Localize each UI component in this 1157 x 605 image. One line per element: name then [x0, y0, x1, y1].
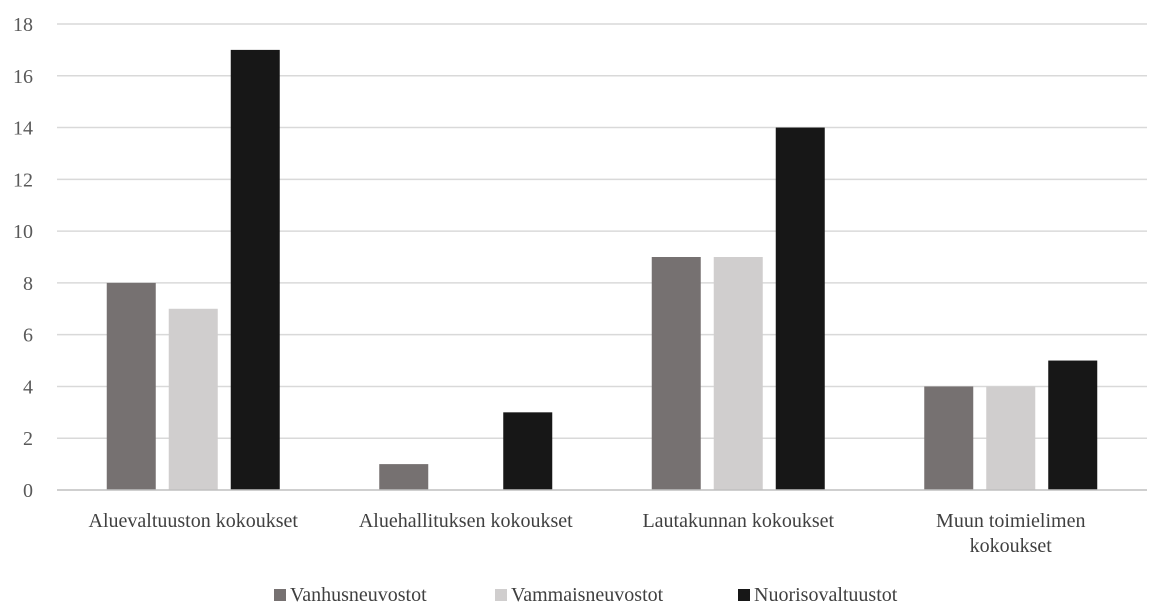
- category-label: kokoukset: [970, 535, 1053, 557]
- category-label: Lautakunnan kokoukset: [642, 510, 834, 532]
- y-tick-label: 6: [23, 325, 33, 347]
- bar-nuorisovaltuustot-0: [230, 49, 280, 491]
- category-label: Muun toimielimen: [936, 510, 1085, 532]
- bar-vammaisneuvostot-3: [986, 386, 1036, 490]
- legend-swatch: [495, 589, 507, 601]
- y-tick-label: 18: [13, 14, 33, 36]
- y-axis-ticks: 0 2 4 6 8 10 12 14 16 18: [13, 14, 33, 502]
- legend-swatch: [274, 589, 286, 601]
- y-tick-label: 12: [13, 169, 33, 191]
- category-label: Aluevaltuuston kokoukset: [89, 510, 299, 532]
- y-tick-label: 0: [23, 480, 33, 502]
- y-tick-label: 4: [23, 376, 33, 398]
- y-tick-label: 14: [13, 118, 33, 140]
- bar-vammaisneuvostot-0: [168, 308, 218, 490]
- x-axis-categories: Aluevaltuuston kokoukset Aluehallituksen …: [89, 510, 1086, 557]
- y-tick-label: 8: [23, 273, 33, 295]
- y-tick-label: 2: [23, 428, 33, 450]
- y-tick-label: 10: [13, 221, 33, 243]
- category-label: Aluehallituksen kokoukset: [359, 510, 573, 532]
- legend-label: Vanhusneuvostot: [290, 584, 427, 605]
- legend-label: Vammaisneuvostot: [511, 584, 664, 605]
- bars: [106, 49, 1098, 491]
- gridlines: [57, 23, 1147, 439]
- bar-nuorisovaltuustot-1: [503, 412, 553, 490]
- bar-vanhusneuvostot-0: [106, 282, 156, 490]
- legend-swatch: [738, 589, 750, 601]
- legend: Vanhusneuvostot Vammaisneuvostot Nuorisova…: [274, 584, 898, 605]
- bar-vanhusneuvostot-2: [651, 257, 701, 490]
- bar-vanhusneuvostot-3: [924, 386, 974, 490]
- bar-vanhusneuvostot-1: [379, 464, 429, 490]
- bar-vammaisneuvostot-2: [713, 257, 763, 490]
- legend-label: Nuorisovaltuustot: [754, 584, 898, 605]
- bar-nuorisovaltuustot-3: [1048, 360, 1098, 490]
- y-tick-label: 16: [13, 66, 33, 88]
- bar-nuorisovaltuustot-2: [775, 127, 825, 491]
